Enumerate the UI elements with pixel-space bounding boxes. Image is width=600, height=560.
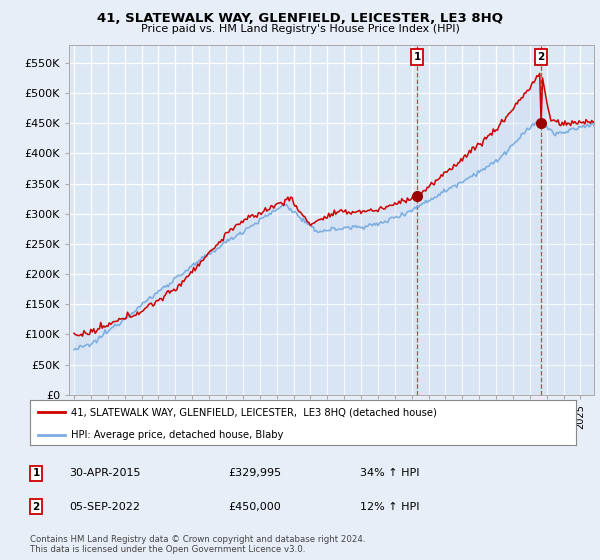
Text: 1: 1 — [32, 468, 40, 478]
Text: Contains HM Land Registry data © Crown copyright and database right 2024.
This d: Contains HM Land Registry data © Crown c… — [30, 535, 365, 554]
Text: 12% ↑ HPI: 12% ↑ HPI — [360, 502, 419, 512]
Text: 30-APR-2015: 30-APR-2015 — [69, 468, 140, 478]
Text: HPI: Average price, detached house, Blaby: HPI: Average price, detached house, Blab… — [71, 430, 283, 440]
Text: 1: 1 — [413, 52, 421, 62]
Text: 41, SLATEWALK WAY, GLENFIELD, LEICESTER, LE3 8HQ: 41, SLATEWALK WAY, GLENFIELD, LEICESTER,… — [97, 12, 503, 25]
Text: 05-SEP-2022: 05-SEP-2022 — [69, 502, 140, 512]
Text: 41, SLATEWALK WAY, GLENFIELD, LEICESTER,  LE3 8HQ (detached house): 41, SLATEWALK WAY, GLENFIELD, LEICESTER,… — [71, 408, 437, 418]
Text: 34% ↑ HPI: 34% ↑ HPI — [360, 468, 419, 478]
Text: 2: 2 — [32, 502, 40, 512]
Text: 2: 2 — [538, 52, 545, 62]
Text: £329,995: £329,995 — [228, 468, 281, 478]
Text: £450,000: £450,000 — [228, 502, 281, 512]
Text: Price paid vs. HM Land Registry's House Price Index (HPI): Price paid vs. HM Land Registry's House … — [140, 24, 460, 34]
